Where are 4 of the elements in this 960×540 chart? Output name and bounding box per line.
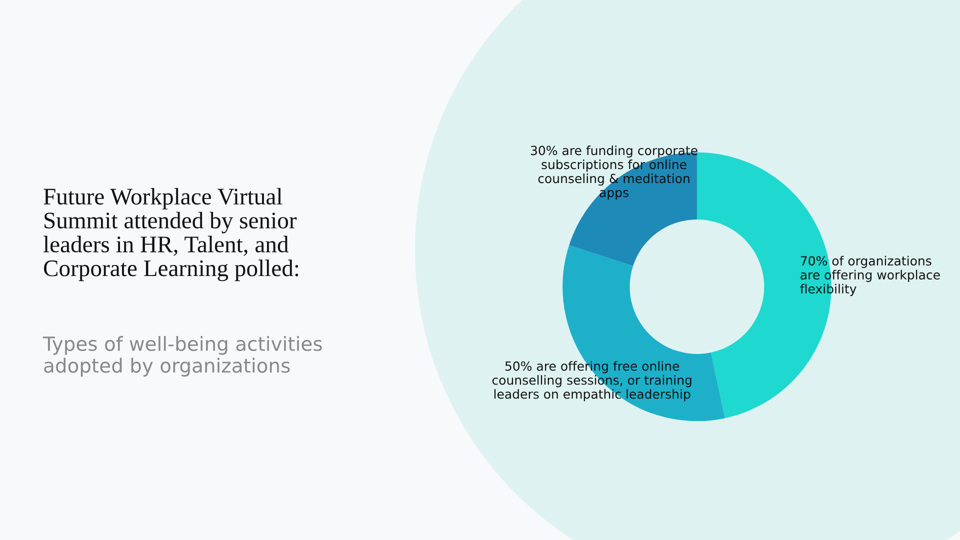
text: Types of well-being activities adopted by organizations [42, 336, 322, 377]
donut-slice [562, 245, 725, 422]
text: Future Workplace Virtual Summit attended by senior leaders in HR, Talent, and Corporate Learning polled: [43, 188, 298, 282]
slice-label: 30% are funding corporate subscriptions for online counseling & meditation apps [530, 146, 698, 200]
